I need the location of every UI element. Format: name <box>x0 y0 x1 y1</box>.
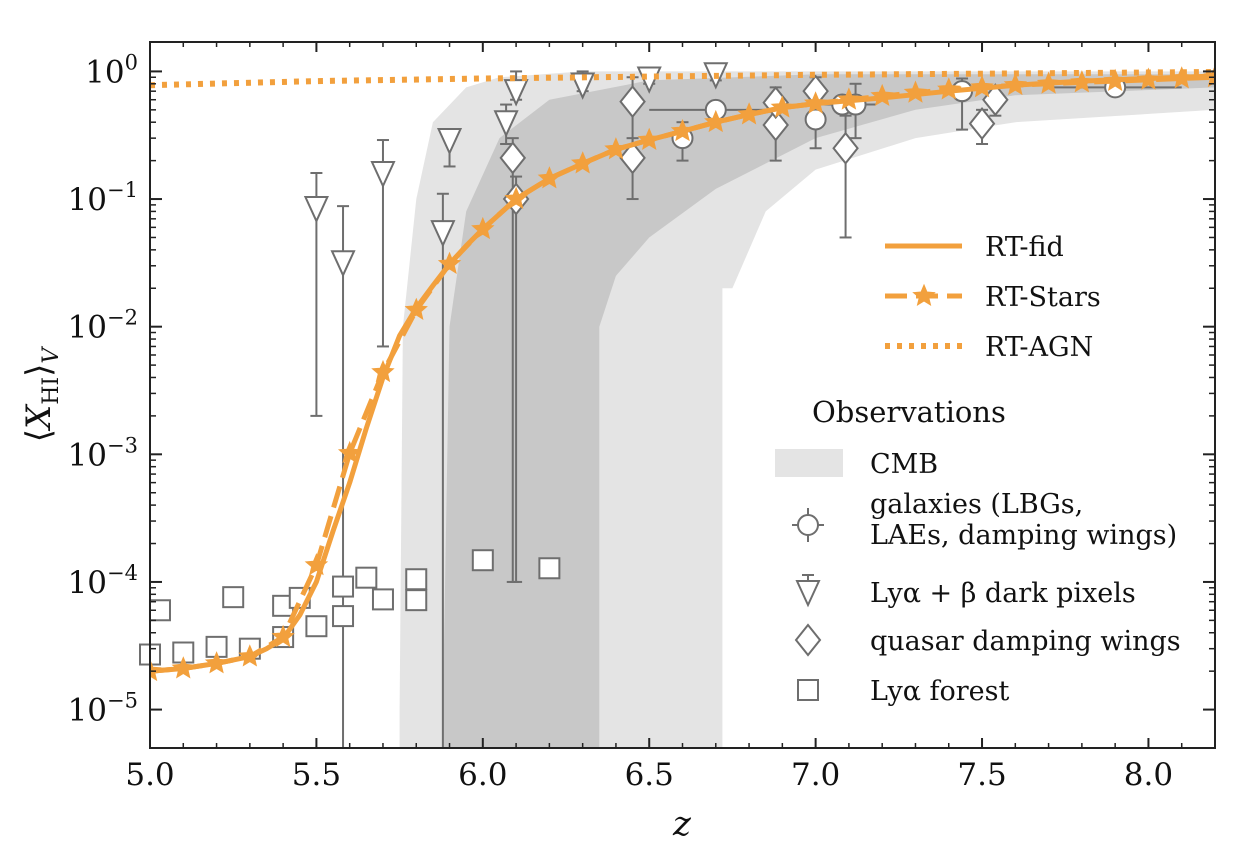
rt-stars-point <box>770 95 795 118</box>
quasar-damping-point <box>499 141 527 175</box>
lya-forest-point <box>305 615 328 638</box>
x-axis-label: z <box>672 804 692 844</box>
quasar-damping-point <box>619 141 646 175</box>
lya-forest-point <box>471 549 494 572</box>
model-lines <box>150 65 1215 682</box>
quasar-damping-point <box>832 131 859 165</box>
cmb-bands <box>399 71 1215 748</box>
rt-stars-point <box>471 216 495 240</box>
lya-forest-point <box>355 566 378 589</box>
lya-forest-point <box>371 588 394 611</box>
rt-stars-point <box>803 91 828 114</box>
rt-stars-point <box>970 75 994 98</box>
lya-forest-point <box>222 586 245 609</box>
y-axis-label-text: ⟨XHI⟩V <box>19 346 64 443</box>
legend-label: RT-Stars <box>985 282 1101 313</box>
quasar-damping-point <box>762 108 789 142</box>
galaxy-point <box>804 108 827 131</box>
legend-label: galaxies (LBGs, LAEs, damping wings) <box>870 489 1177 551</box>
dark-pixel-point <box>570 72 596 100</box>
legend-label: quasar damping wings <box>870 626 1181 657</box>
legend-star-marker <box>912 283 936 306</box>
dark-pixel-point <box>303 196 329 224</box>
legend-label: Lyα + β dark pixels <box>870 578 1136 609</box>
legend-square-marker <box>797 679 819 701</box>
quasar-damping-point <box>968 107 996 141</box>
rt-stars-point <box>371 359 395 383</box>
rt-stars-point <box>837 87 861 110</box>
rt-stars-point <box>903 80 928 103</box>
legend-cmb-swatch <box>775 449 843 477</box>
dark-pixel-point <box>493 110 519 138</box>
y-axis-label: ⟨XHI⟩V <box>19 346 64 443</box>
y-tick-label: 100 <box>85 50 138 90</box>
lya-forest-point <box>332 605 355 628</box>
rt-stars-point <box>504 186 528 209</box>
quasar-damping-point <box>619 85 646 119</box>
legend-diamond-marker <box>794 623 822 657</box>
cmb-band <box>442 74 1215 748</box>
x-tick-label: 6.0 <box>458 757 507 793</box>
dark-pixel-point <box>436 128 463 156</box>
legend-observations-title: Observations <box>812 395 1006 429</box>
lya-forest-point <box>332 575 355 598</box>
dark-pixel-point <box>330 250 356 278</box>
rt-stars-point <box>937 77 961 100</box>
rt-stars-point <box>704 109 728 133</box>
rt-stars-point <box>337 440 362 464</box>
x-tick-label: 6.5 <box>625 757 674 793</box>
rt-stars-point <box>1036 71 1061 94</box>
x-tick-label: 5.5 <box>292 757 341 793</box>
dark-pixel-point <box>503 79 529 107</box>
y-tick-label: 10−1 <box>68 178 138 218</box>
y-axis-ticks: 100 10−1 10−2 10−3 10−4 10−5 <box>68 50 1215 729</box>
x-tick-label: 5.0 <box>125 757 174 793</box>
x-tick-label: 8.0 <box>1124 757 1173 793</box>
rt-stars-point <box>204 651 229 674</box>
rt-stars-point <box>537 166 562 189</box>
legend-circle-marker <box>797 514 819 536</box>
dark-pixel-point <box>430 220 456 248</box>
series-line-rt-agn <box>150 69 1215 89</box>
rt-stars-point <box>304 552 329 576</box>
rt-stars-point <box>870 83 894 107</box>
rt-stars-point <box>1070 70 1094 93</box>
lya-forest-point <box>405 568 428 591</box>
rt-stars-point <box>637 127 661 150</box>
lya-forest-point <box>538 557 561 580</box>
rt-stars-point <box>1103 68 1127 92</box>
rt-stars-point <box>604 137 628 160</box>
legend-label: CMB <box>870 449 938 480</box>
rt-stars-point <box>150 658 162 682</box>
rt-stars-point <box>670 118 695 142</box>
rt-stars-point <box>1136 67 1161 90</box>
rt-stars-point <box>437 251 462 274</box>
y-tick-label: 10−3 <box>68 433 138 473</box>
legend-label: Lyα forest <box>870 676 1010 707</box>
rt-stars-point <box>404 297 428 320</box>
legend-label: RT-fid <box>985 232 1064 263</box>
legend-label: RT-AGN <box>985 332 1093 363</box>
y-tick-label: 10−4 <box>68 561 138 601</box>
rt-stars-point <box>570 151 595 174</box>
legend-triangle-marker <box>795 580 821 608</box>
rt-stars-point <box>171 656 195 679</box>
rt-stars-point <box>238 644 262 667</box>
rt-stars-point <box>1003 72 1028 96</box>
rt-stars-point <box>737 102 761 125</box>
rt-stars-point <box>271 624 295 648</box>
x-tick-label: 7.5 <box>957 757 1006 793</box>
dark-pixel-point <box>370 160 396 189</box>
legend: RT-fid RT-Stars RT-AGN Observations CMB galax… <box>775 232 1181 707</box>
x-axis-ticks: 5.0 5.5 6.0 6.5 7.0 7.5 8.0 <box>125 42 1216 793</box>
observation-markers <box>139 62 1127 666</box>
lya-forest-point <box>405 589 428 612</box>
y-tick-label: 10−5 <box>68 689 138 729</box>
y-tick-label: 10−2 <box>68 306 138 346</box>
x-tick-label: 7.0 <box>791 757 840 793</box>
